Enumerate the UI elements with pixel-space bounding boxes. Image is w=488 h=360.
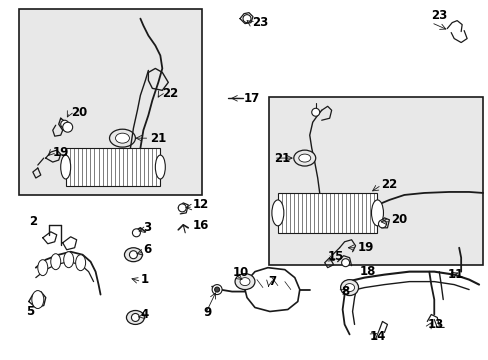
Circle shape bbox=[178, 204, 186, 212]
Ellipse shape bbox=[76, 255, 85, 271]
Circle shape bbox=[212, 285, 222, 294]
Text: 7: 7 bbox=[267, 275, 275, 288]
Text: 2: 2 bbox=[29, 215, 37, 228]
Text: 23: 23 bbox=[430, 9, 447, 22]
Text: 11: 11 bbox=[447, 268, 463, 281]
Bar bbox=[277, 193, 377, 233]
Ellipse shape bbox=[38, 260, 48, 276]
Bar bbox=[19, 9, 202, 195]
Ellipse shape bbox=[115, 133, 129, 143]
Circle shape bbox=[341, 259, 349, 267]
Ellipse shape bbox=[240, 278, 249, 285]
Text: 23: 23 bbox=[251, 16, 268, 29]
Text: 13: 13 bbox=[427, 318, 443, 331]
Text: 21: 21 bbox=[273, 152, 289, 165]
Text: 19: 19 bbox=[357, 241, 373, 254]
Text: 6: 6 bbox=[143, 243, 151, 256]
Bar bbox=[268, 97, 482, 265]
Text: 14: 14 bbox=[369, 330, 385, 343]
Text: 22: 22 bbox=[162, 87, 178, 100]
Circle shape bbox=[62, 122, 73, 132]
Text: 16: 16 bbox=[192, 219, 208, 232]
Ellipse shape bbox=[235, 274, 254, 289]
Text: 19: 19 bbox=[53, 145, 69, 159]
Ellipse shape bbox=[109, 129, 135, 147]
Text: 12: 12 bbox=[192, 198, 208, 211]
Circle shape bbox=[214, 287, 219, 292]
Text: 3: 3 bbox=[143, 221, 151, 234]
Circle shape bbox=[378, 220, 386, 228]
Text: 4: 4 bbox=[140, 308, 148, 321]
Ellipse shape bbox=[298, 154, 310, 162]
Text: 5: 5 bbox=[26, 305, 34, 318]
Ellipse shape bbox=[271, 200, 283, 226]
Text: 20: 20 bbox=[390, 213, 407, 226]
Text: 8: 8 bbox=[341, 285, 349, 298]
Text: 10: 10 bbox=[233, 266, 249, 279]
Text: 1: 1 bbox=[140, 273, 148, 286]
Ellipse shape bbox=[63, 252, 74, 268]
Circle shape bbox=[243, 15, 250, 23]
Ellipse shape bbox=[61, 155, 71, 179]
Text: 20: 20 bbox=[71, 106, 87, 119]
Ellipse shape bbox=[340, 280, 358, 296]
Circle shape bbox=[61, 120, 68, 128]
Circle shape bbox=[131, 314, 139, 321]
Circle shape bbox=[129, 251, 137, 259]
Ellipse shape bbox=[51, 254, 61, 270]
Ellipse shape bbox=[371, 200, 383, 226]
Ellipse shape bbox=[32, 291, 44, 309]
Text: 21: 21 bbox=[150, 132, 166, 145]
Text: 18: 18 bbox=[359, 265, 375, 278]
Ellipse shape bbox=[155, 155, 165, 179]
Text: 15: 15 bbox=[327, 250, 344, 263]
Ellipse shape bbox=[344, 284, 354, 292]
Ellipse shape bbox=[124, 248, 142, 262]
Text: 9: 9 bbox=[203, 306, 211, 319]
Text: 17: 17 bbox=[244, 92, 260, 105]
Text: 22: 22 bbox=[381, 179, 397, 192]
Circle shape bbox=[132, 229, 140, 237]
Bar bbox=[65, 148, 160, 186]
Ellipse shape bbox=[293, 150, 315, 166]
Ellipse shape bbox=[126, 310, 144, 324]
Circle shape bbox=[311, 108, 319, 116]
